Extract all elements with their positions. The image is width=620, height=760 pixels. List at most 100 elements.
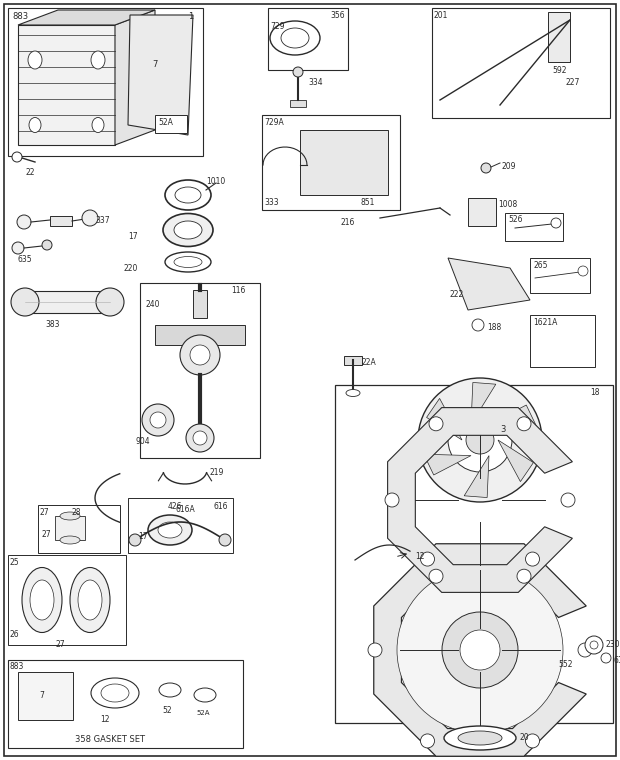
Text: 337: 337 bbox=[95, 216, 110, 225]
Text: 615: 615 bbox=[613, 656, 620, 665]
Text: 22: 22 bbox=[25, 168, 35, 177]
Bar bbox=[530, 315, 595, 367]
Bar bbox=[505, 213, 563, 241]
Text: 22A: 22A bbox=[362, 358, 377, 367]
Ellipse shape bbox=[346, 389, 360, 397]
Bar bbox=[290, 100, 306, 107]
Circle shape bbox=[429, 569, 443, 583]
Bar bbox=[432, 8, 610, 118]
Polygon shape bbox=[448, 258, 530, 310]
Circle shape bbox=[517, 416, 531, 431]
Circle shape bbox=[11, 288, 39, 316]
Bar bbox=[268, 8, 348, 70]
Ellipse shape bbox=[163, 214, 213, 246]
Polygon shape bbox=[128, 15, 193, 135]
Bar bbox=[155, 115, 187, 133]
Bar bbox=[262, 115, 400, 210]
Bar bbox=[140, 283, 260, 458]
Circle shape bbox=[578, 266, 588, 276]
Ellipse shape bbox=[148, 515, 192, 545]
Ellipse shape bbox=[91, 678, 139, 708]
Text: 20: 20 bbox=[520, 733, 529, 742]
Text: 635: 635 bbox=[18, 255, 33, 264]
Ellipse shape bbox=[165, 252, 211, 272]
Text: 18: 18 bbox=[590, 388, 600, 397]
Bar bbox=[55, 516, 85, 540]
Ellipse shape bbox=[60, 512, 80, 520]
Bar bbox=[300, 130, 388, 195]
Polygon shape bbox=[374, 543, 587, 756]
Polygon shape bbox=[498, 440, 533, 482]
Text: 729: 729 bbox=[270, 22, 285, 31]
Text: 616: 616 bbox=[213, 502, 228, 511]
Text: 356: 356 bbox=[330, 11, 345, 20]
Bar bbox=[25, 291, 105, 313]
Ellipse shape bbox=[70, 568, 110, 632]
Circle shape bbox=[96, 288, 124, 316]
Ellipse shape bbox=[444, 726, 516, 750]
Ellipse shape bbox=[175, 187, 201, 203]
Bar bbox=[335, 385, 613, 723]
Circle shape bbox=[150, 412, 166, 428]
Polygon shape bbox=[489, 405, 536, 426]
Text: 27: 27 bbox=[40, 508, 50, 517]
Circle shape bbox=[397, 567, 563, 733]
Ellipse shape bbox=[22, 568, 62, 632]
Circle shape bbox=[368, 643, 382, 657]
Circle shape bbox=[17, 215, 31, 229]
Ellipse shape bbox=[458, 731, 502, 745]
Text: 333: 333 bbox=[264, 198, 278, 207]
Text: 216: 216 bbox=[340, 218, 355, 227]
Circle shape bbox=[526, 734, 539, 748]
Text: 240: 240 bbox=[145, 300, 159, 309]
Text: 1621A: 1621A bbox=[533, 318, 557, 327]
Text: 52: 52 bbox=[162, 706, 172, 715]
Circle shape bbox=[472, 319, 484, 331]
Circle shape bbox=[82, 210, 98, 226]
Circle shape bbox=[293, 67, 303, 77]
Text: 1010: 1010 bbox=[206, 177, 225, 186]
Bar bbox=[128, 498, 233, 553]
Text: 334: 334 bbox=[308, 78, 322, 87]
Circle shape bbox=[442, 612, 518, 688]
Text: 7: 7 bbox=[153, 60, 157, 69]
Circle shape bbox=[590, 641, 598, 649]
Circle shape bbox=[526, 552, 539, 566]
Text: 219: 219 bbox=[210, 468, 224, 477]
Bar bbox=[530, 258, 590, 293]
Polygon shape bbox=[388, 407, 572, 592]
Bar bbox=[38, 505, 120, 553]
Text: 12: 12 bbox=[415, 552, 425, 561]
Ellipse shape bbox=[174, 257, 202, 268]
Text: 188: 188 bbox=[487, 323, 501, 332]
Circle shape bbox=[448, 408, 512, 472]
Circle shape bbox=[601, 653, 611, 663]
Bar bbox=[8, 660, 243, 748]
Polygon shape bbox=[155, 325, 245, 345]
Circle shape bbox=[420, 734, 435, 748]
Text: 616A: 616A bbox=[175, 505, 195, 514]
Text: 12: 12 bbox=[100, 715, 110, 724]
Bar bbox=[548, 12, 570, 62]
Text: 230: 230 bbox=[605, 640, 619, 649]
Polygon shape bbox=[427, 398, 462, 440]
Circle shape bbox=[193, 431, 207, 445]
Text: 7: 7 bbox=[40, 692, 45, 701]
Text: 201: 201 bbox=[434, 11, 448, 20]
Text: 27: 27 bbox=[42, 530, 51, 539]
Circle shape bbox=[42, 240, 52, 250]
Polygon shape bbox=[464, 455, 489, 498]
Bar bbox=[193, 290, 207, 318]
Text: 27: 27 bbox=[55, 640, 65, 649]
Text: 265: 265 bbox=[533, 261, 547, 270]
Ellipse shape bbox=[281, 28, 309, 48]
Ellipse shape bbox=[194, 688, 216, 702]
Circle shape bbox=[561, 493, 575, 507]
Text: 209: 209 bbox=[502, 162, 516, 171]
Polygon shape bbox=[18, 25, 115, 145]
Circle shape bbox=[142, 404, 174, 436]
Circle shape bbox=[429, 416, 443, 431]
Text: 358 GASKET SET: 358 GASKET SET bbox=[75, 735, 145, 744]
Ellipse shape bbox=[158, 522, 182, 538]
Circle shape bbox=[578, 643, 592, 657]
